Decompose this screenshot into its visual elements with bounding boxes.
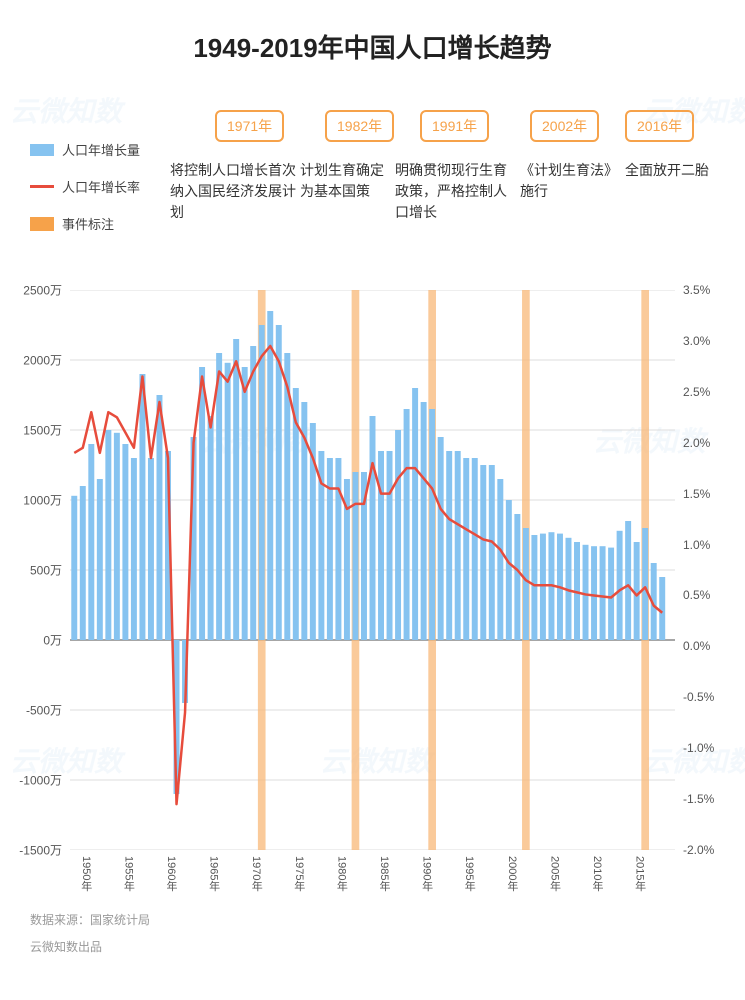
legend-item-line: 人口年增长率 — [30, 177, 140, 196]
legend: 人口年增长量 人口年增长率 事件标注 — [30, 140, 140, 251]
y-axis-left-label: 1500万 — [23, 422, 70, 439]
y-axis-right-label: 1.0% — [675, 538, 710, 552]
x-axis-label: 2015年 — [632, 850, 648, 891]
legend-label: 事件标注 — [62, 214, 114, 233]
event-year-tag: 1982年 — [325, 110, 394, 142]
y-axis-right-label: -2.0% — [675, 843, 714, 857]
x-axis-label: 1950年 — [78, 850, 94, 891]
chart-area: -1500万-1000万-500万0万500万1000万1500万2000万25… — [70, 290, 675, 850]
watermark: 云微知数 — [10, 90, 122, 130]
y-axis-right-label: 2.0% — [675, 436, 710, 450]
producer: 云微知数出品 — [30, 934, 150, 960]
y-axis-right-label: -0.5% — [675, 690, 714, 704]
x-axis-label: 1955年 — [120, 850, 136, 891]
event-description: 明确贯彻现行生育政策，严格控制人口增长 — [395, 160, 515, 223]
chart-title: 1949-2019年中国人口增长趋势 — [0, 0, 745, 65]
legend-item-bar: 人口年增长量 — [30, 140, 140, 159]
y-axis-left-label: -500万 — [26, 702, 70, 719]
y-axis-left-label: 1000万 — [23, 492, 70, 509]
y-axis-left-label: 2500万 — [23, 282, 70, 299]
x-axis-label: 1975年 — [291, 850, 307, 891]
x-axis-label: 1970年 — [248, 850, 264, 891]
legend-swatch-event — [30, 217, 54, 231]
data-source: 数据来源：国家统计局 — [30, 907, 150, 933]
y-axis-left-label: -1000万 — [19, 772, 70, 789]
legend-label: 人口年增长率 — [62, 177, 140, 196]
legend-swatch-line — [30, 185, 54, 188]
y-axis-right-label: -1.5% — [675, 792, 714, 806]
y-axis-left-label: 500万 — [30, 562, 70, 579]
y-axis-right-label: 2.5% — [675, 385, 710, 399]
x-axis-label: 1960年 — [163, 850, 179, 891]
y-axis-left-label: 0万 — [43, 632, 70, 649]
y-axis-left-label: -1500万 — [19, 842, 70, 859]
event-year-tag: 1991年 — [420, 110, 489, 142]
x-axis-label: 1965年 — [206, 850, 222, 891]
event-description: 将控制人口增长首次纳入国民经济发展计划 — [170, 160, 300, 223]
x-axis-label: 1985年 — [376, 850, 392, 891]
y-axis-right-label: 0.0% — [675, 639, 710, 653]
y-axis-right-label: 0.5% — [675, 588, 710, 602]
chart-svg — [70, 290, 675, 850]
x-axis-label: 2005年 — [546, 850, 562, 891]
legend-swatch-bar — [30, 144, 54, 156]
event-year-tag: 2002年 — [530, 110, 599, 142]
event-year-tag: 2016年 — [625, 110, 694, 142]
y-axis-right-label: 3.5% — [675, 283, 710, 297]
y-axis-left-label: 2000万 — [23, 352, 70, 369]
x-axis-label: 1990年 — [419, 850, 435, 891]
event-description: 计划生育确定为基本国策 — [300, 160, 395, 202]
legend-item-event: 事件标注 — [30, 214, 140, 233]
x-axis-label: 1980年 — [333, 850, 349, 891]
y-axis-right-label: -1.0% — [675, 741, 714, 755]
x-axis-label: 2010年 — [589, 850, 605, 891]
event-description: 全面放开二胎 — [625, 160, 710, 181]
footer: 数据来源：国家统计局 云微知数出品 — [30, 907, 150, 960]
event-description: 《计划生育法》施行 — [520, 160, 615, 202]
legend-label: 人口年增长量 — [62, 140, 140, 159]
y-axis-right-label: 3.0% — [675, 334, 710, 348]
y-axis-right-label: 1.5% — [675, 487, 710, 501]
x-axis-label: 2000年 — [504, 850, 520, 891]
x-axis-label: 1995年 — [461, 850, 477, 891]
event-year-tag: 1971年 — [215, 110, 284, 142]
